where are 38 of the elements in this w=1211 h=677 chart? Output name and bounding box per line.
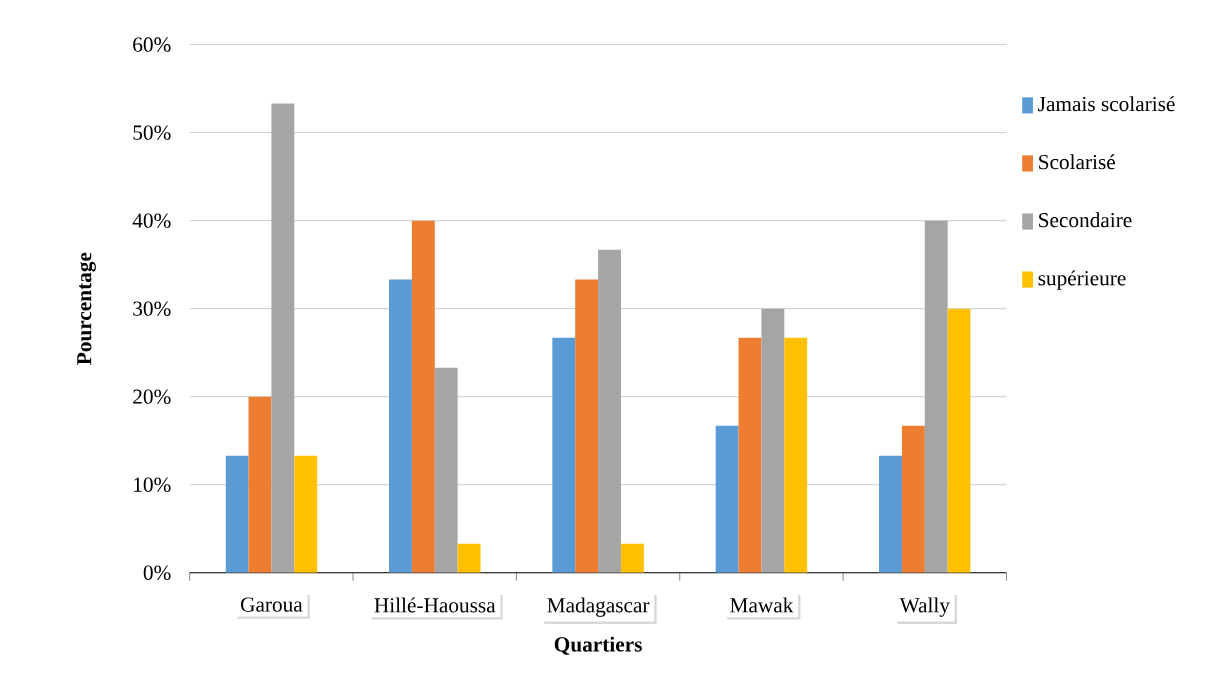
bar <box>761 308 785 573</box>
bar <box>457 543 481 573</box>
bar <box>598 249 621 573</box>
x-tick-label: Mawak <box>730 597 794 613</box>
legend-label: Secondaire <box>1039 212 1132 228</box>
y-tick-label: 0% <box>143 565 171 580</box>
y-axis-title: Pourcentage <box>77 252 96 365</box>
bar <box>947 308 971 573</box>
bar <box>879 455 902 573</box>
y-tick-label: 30% <box>133 301 171 316</box>
bar <box>248 396 272 573</box>
legend-label: supérieure <box>1038 270 1126 290</box>
x-tick-label: Hillé-Haoussa <box>374 597 496 613</box>
legend-label: Jamais scolarisé <box>1038 96 1175 112</box>
bar <box>924 220 948 573</box>
bar <box>389 279 412 573</box>
y-tick-label: 10% <box>134 477 171 492</box>
x-tick-label: Wally <box>899 597 950 617</box>
x-tick-label: Madagascar <box>547 597 650 617</box>
bar <box>901 425 925 573</box>
y-tick-label: 50% <box>133 125 171 140</box>
bar <box>294 455 318 573</box>
bar <box>434 367 458 573</box>
legend-label: Scolarisé <box>1039 154 1115 170</box>
bar <box>271 103 295 573</box>
bar <box>620 543 644 573</box>
y-tick-label: 20% <box>133 389 171 404</box>
y-tick-label: 60% <box>133 37 171 52</box>
bar <box>575 279 599 573</box>
bar <box>411 220 435 573</box>
bar <box>738 337 762 573</box>
x-tick-label: Garoua <box>240 597 303 612</box>
bar <box>225 455 249 573</box>
bar <box>715 425 739 573</box>
x-axis-title: Quartiers <box>554 636 642 655</box>
bar <box>784 337 808 573</box>
y-tick-label: 40% <box>132 213 171 228</box>
bar <box>552 337 576 573</box>
